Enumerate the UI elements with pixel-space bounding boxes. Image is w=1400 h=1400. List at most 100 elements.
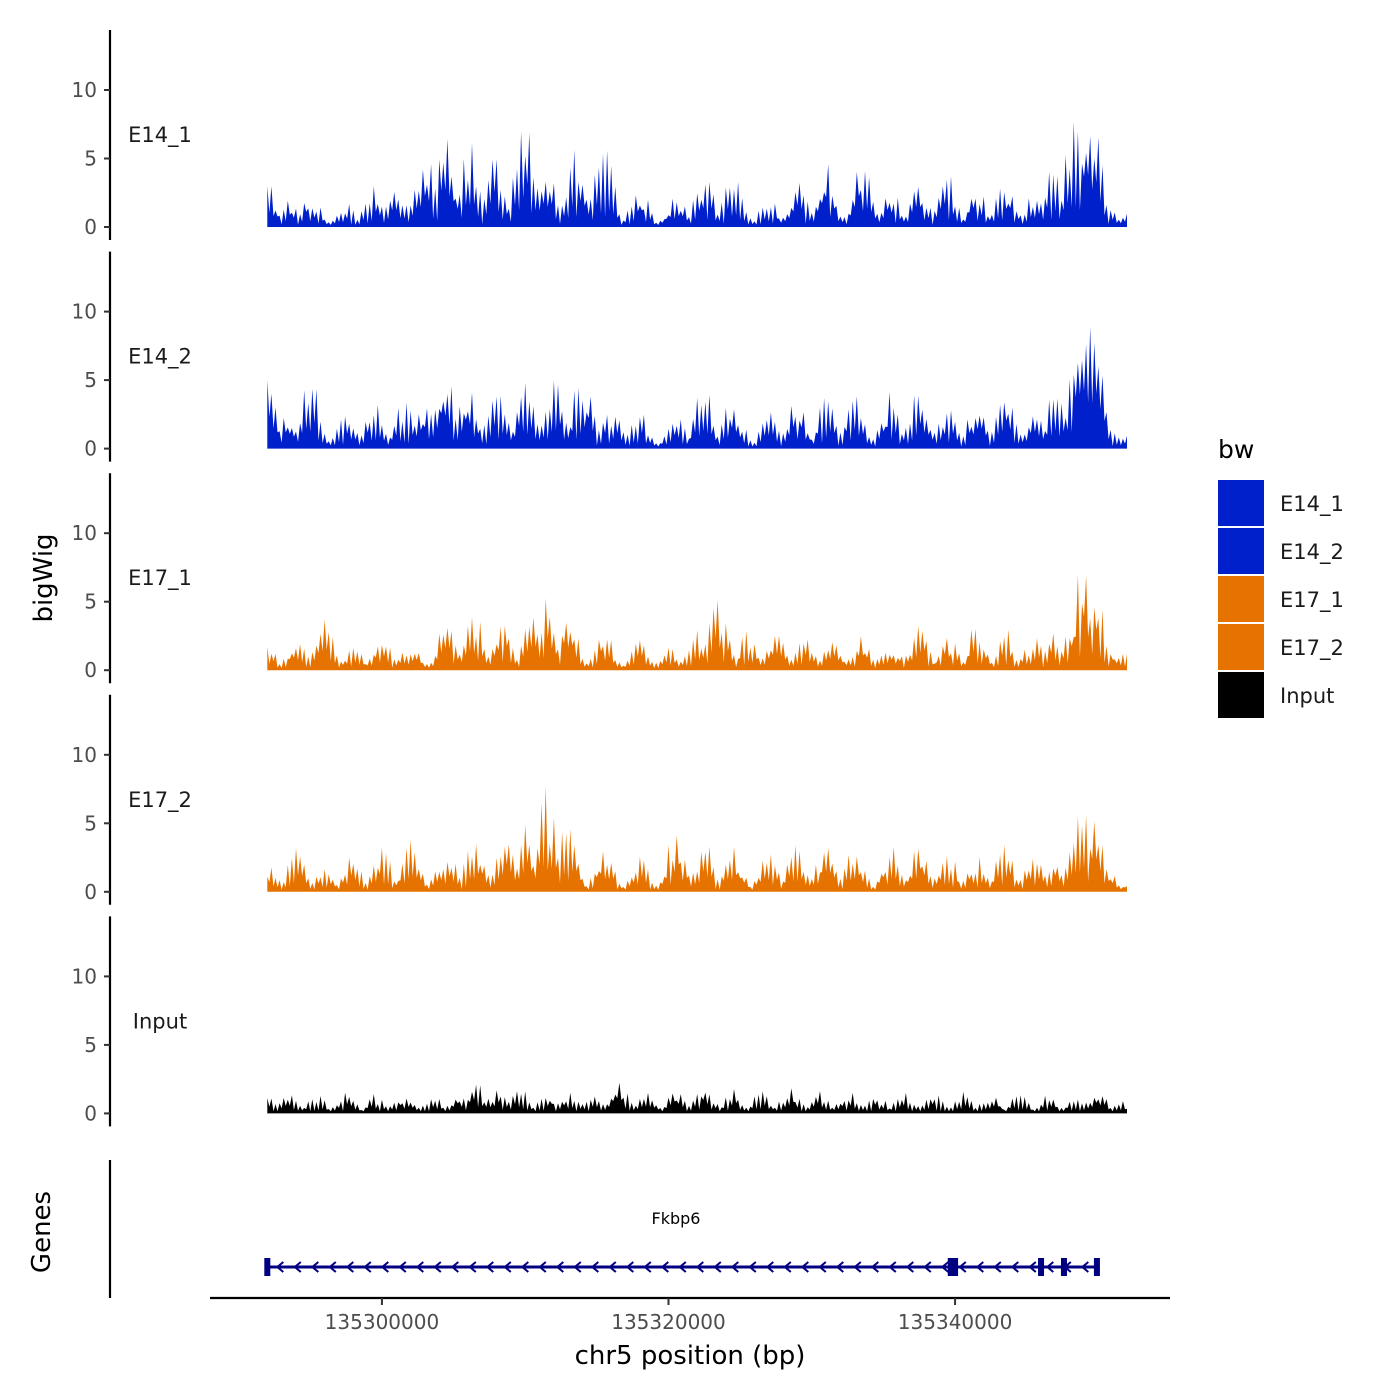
strand-arrow-icon [538, 1261, 547, 1273]
strand-arrow-icon [625, 1261, 634, 1273]
strand-arrow-icon [870, 1261, 879, 1273]
strand-arrow-icon [380, 1261, 389, 1273]
x-axis: chr5 position (bp) 135300000 135320000 135… [210, 1296, 1170, 1371]
y-tick-label-e17-1-5: 5 [84, 590, 97, 614]
strand-arrow-icon [818, 1261, 827, 1273]
legend-label-input: Input [1280, 684, 1334, 708]
track-label-input: Input [133, 1009, 187, 1033]
strand-arrow-icon [555, 1261, 564, 1273]
strand-arrow-icon [695, 1261, 704, 1273]
genes-panel: Genes Fkbp6 [27, 1160, 1100, 1298]
track-label-e17-2: E17_2 [128, 788, 192, 813]
strand-arrow-icon [765, 1261, 774, 1273]
coverage-area-e14-2 [267, 327, 1127, 449]
y-tick-label-e14-1-0: 0 [84, 215, 97, 239]
strand-arrow-icon [975, 1261, 984, 1273]
y-tick-label-e14-2-5: 5 [84, 368, 97, 392]
legend: bw E14_1 E14_2 E17_1 E17_2 Input [1218, 435, 1344, 718]
track-label-e17-1: E17_1 [128, 566, 192, 591]
strand-arrow-icon [1010, 1261, 1019, 1273]
y-tick-label-e14-2-0: 0 [84, 437, 97, 461]
gene-exon-3 [1038, 1258, 1045, 1276]
legend-swatch-e14-2 [1218, 528, 1264, 574]
y-axis-title: bigWig [29, 533, 59, 622]
strand-arrow-icon [678, 1261, 687, 1273]
x-axis-title: chr5 position (bp) [575, 1341, 806, 1371]
strand-arrow-icon [293, 1261, 302, 1273]
gene-exon-2 [952, 1258, 959, 1276]
coverage-area-e17-1 [267, 574, 1127, 671]
track-e17-1: 0 5 10 E17_1 [72, 473, 1127, 684]
strand-arrow-icon [328, 1261, 337, 1273]
legend-label-e17-1: E17_1 [1280, 588, 1344, 613]
track-input: 0 5 10 Input [72, 916, 1127, 1127]
coverage-area-e17-2 [267, 785, 1127, 892]
y-tick-label-e14-1-5: 5 [84, 147, 97, 171]
strand-arrow-icon [398, 1261, 407, 1273]
y-tick-label-input-10: 10 [72, 964, 97, 988]
strand-arrow-icon [748, 1261, 757, 1273]
strand-arrow-icon [800, 1261, 809, 1273]
y-tick-label-e14-1-10: 10 [72, 78, 97, 102]
y-tick-label-e17-1-10: 10 [72, 521, 97, 545]
track-label-e14-2: E14_2 [128, 345, 192, 370]
strand-arrow-icon [958, 1261, 967, 1273]
strand-arrow-icon [730, 1261, 739, 1273]
track-e17-2: 0 5 10 E17_2 [72, 694, 1127, 905]
x-tick-label-135340000: 135340000 [898, 1310, 1013, 1334]
y-tick-label-e17-1-0: 0 [84, 658, 97, 682]
x-tick-label-135320000: 135320000 [611, 1310, 726, 1334]
y-tick-label-e17-2-10: 10 [72, 743, 97, 767]
strand-arrow-icon [993, 1261, 1002, 1273]
strand-arrow-icon [415, 1261, 424, 1273]
strand-arrow-icon [608, 1261, 617, 1273]
strand-arrow-icon [590, 1261, 599, 1273]
track-e14-2: 0 5 10 E14_2 [72, 251, 1127, 462]
gene-exon-4 [1060, 1258, 1067, 1276]
strand-arrow-icon [923, 1261, 932, 1273]
legend-swatch-e14-1 [1218, 480, 1264, 526]
strand-arrow-icon [345, 1261, 354, 1273]
gene-exon-0 [264, 1258, 271, 1276]
genes-axis-title: Genes [27, 1191, 57, 1273]
gene-exon-1 [947, 1258, 954, 1276]
track-label-e14-1: E14_1 [128, 123, 192, 148]
strand-arrow-icon [573, 1261, 582, 1273]
strand-arrow-icon [905, 1261, 914, 1273]
strand-arrow-icon [783, 1261, 792, 1273]
legend-title: bw [1218, 435, 1254, 464]
strand-arrow-icon [1028, 1261, 1037, 1273]
coverage-area-input [267, 1082, 1127, 1114]
strand-arrow-icon [450, 1261, 459, 1273]
strand-arrow-icon [520, 1261, 529, 1273]
legend-swatch-e17-1 [1218, 576, 1264, 622]
strand-arrow-icon [363, 1261, 372, 1273]
legend-swatch-input [1218, 672, 1264, 718]
strand-arrow-icon [433, 1261, 442, 1273]
strand-arrow-icon [835, 1261, 844, 1273]
legend-label-e17-2: E17_2 [1280, 636, 1344, 661]
strand-arrow-icon [503, 1261, 512, 1273]
y-tick-label-e14-2-10: 10 [72, 300, 97, 324]
track-e14-1: 0 5 10 E14_1 [72, 30, 1127, 240]
gene-exon-5 [1093, 1258, 1100, 1276]
y-tick-label-input-5: 5 [84, 1033, 97, 1057]
strand-arrow-icon [713, 1261, 722, 1273]
legend-label-e14-2: E14_2 [1280, 540, 1344, 565]
strand-arrow-icon [888, 1261, 897, 1273]
strand-arrow-icon [485, 1261, 494, 1273]
x-tick-label-135300000: 135300000 [325, 1310, 440, 1334]
coverage-area-e14-1 [267, 121, 1127, 227]
strand-arrow-icon [1045, 1261, 1054, 1273]
legend-swatch-e17-2 [1218, 624, 1264, 670]
strand-arrow-icon [643, 1261, 652, 1273]
strand-arrow-icon [940, 1261, 949, 1273]
y-tick-label-e17-2-5: 5 [84, 811, 97, 835]
strand-arrow-icon [1080, 1261, 1089, 1273]
y-tick-label-input-0: 0 [84, 1101, 97, 1125]
gene-label-fkbp6: Fkbp6 [652, 1209, 701, 1228]
tracks-layer: 0 5 10 E14_1 0 5 10 E14_2 0 5 10 E17_1 0 5 10 E17_2 0 5 10… [72, 30, 1127, 1127]
strand-arrow-icon [275, 1261, 284, 1273]
strand-arrow-icon [310, 1261, 319, 1273]
